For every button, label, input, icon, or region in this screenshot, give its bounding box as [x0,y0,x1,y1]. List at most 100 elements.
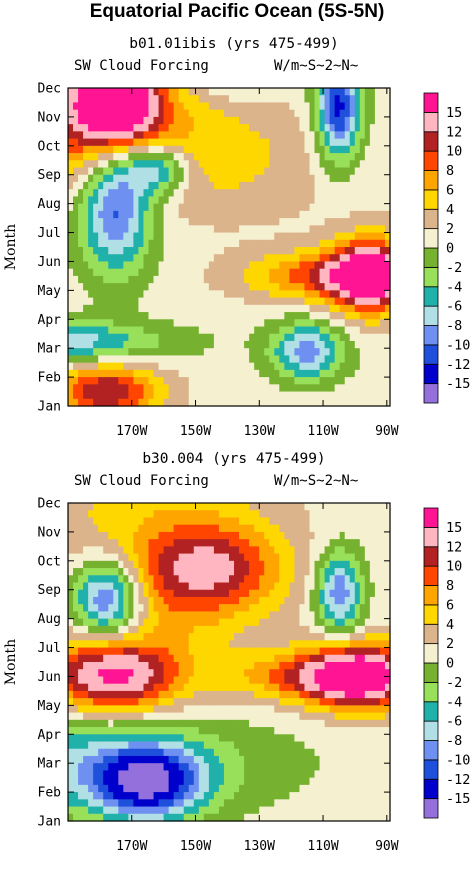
heatmap-cell [299,720,305,728]
heatmap-cell [239,283,245,291]
heatmap-cell [289,153,295,161]
heatmap-cell [138,684,144,692]
heatmap-cell [154,233,160,241]
heatmap-cell [164,525,170,533]
heatmap-cell [244,539,250,547]
heatmap-cell [209,196,215,204]
heatmap-cell [209,117,215,125]
heatmap-cell [340,110,346,118]
heatmap-cell [143,633,149,641]
heatmap-cell [123,655,129,663]
heatmap-cell [345,384,351,392]
heatmap-cell [340,131,346,139]
heatmap-cell [138,611,144,619]
heatmap-cell [108,327,114,335]
heatmap-cell [224,698,230,706]
heatmap-cell [88,160,94,168]
heatmap-cell [279,88,285,96]
heatmap-cell [249,546,255,554]
heatmap-cell [184,676,190,684]
heatmap-cell [123,327,129,335]
heatmap-cell [169,196,175,204]
heatmap-cell [199,742,205,750]
heatmap-cell [204,734,210,742]
heatmap-cell [239,604,245,612]
heatmap-cell [73,662,79,670]
heatmap-cell [88,763,94,771]
heatmap-cell [264,218,270,226]
heatmap-cell [68,305,74,313]
heatmap-cell [289,334,295,342]
heatmap-cell [93,305,99,313]
heatmap-cell [264,662,270,670]
heatmap-cell [128,363,134,371]
heatmap-cell [214,175,220,183]
heatmap-cell [149,139,155,147]
heatmap-cell [209,546,215,554]
heatmap-cell [234,807,240,815]
heatmap-cell [204,341,210,349]
heatmap-cell [83,727,89,735]
heatmap-cell [194,503,200,511]
heatmap-cell [244,196,250,204]
heatmap-cell [214,182,220,190]
heatmap-cell [320,225,326,233]
heatmap-cell [128,734,134,742]
heatmap-cell [169,355,175,363]
heatmap-cell [68,698,74,706]
heatmap-cell [299,785,305,793]
heatmap-cell [279,131,285,139]
heatmap-cell [239,355,245,363]
heatmap-cell [264,139,270,147]
heatmap-cell [88,785,94,793]
heatmap-cell [325,95,331,103]
heatmap-cell [315,384,321,392]
heatmap-cell [274,633,280,641]
heatmap-cell [244,648,250,656]
heatmap-cell [143,290,149,298]
heatmap-cell [184,575,190,583]
heatmap-cell [214,561,220,569]
heatmap-cell [93,575,99,583]
heatmap-cell [189,611,195,619]
heatmap-cell [194,117,200,125]
heatmap-cell [355,139,361,147]
heatmap-cell [98,705,104,713]
heatmap-cell [184,756,190,764]
heatmap-cell [355,102,361,110]
heatmap-cell [199,290,205,298]
heatmap-cell [108,189,114,197]
heatmap-cell [108,792,114,800]
heatmap-cell [159,218,165,226]
heatmap-cell [108,283,114,291]
heatmap-cell [73,554,79,562]
heatmap-cell [365,363,371,371]
heatmap-cell [138,510,144,518]
heatmap-cell [133,727,139,735]
heatmap-cell [269,117,275,125]
heatmap-cell [78,218,84,226]
heatmap-cell [219,196,225,204]
heatmap-cell [299,691,305,699]
heatmap-cell [274,503,280,511]
heatmap-cell [269,778,275,786]
heatmap-cell [325,117,331,125]
heatmap-cell [214,139,220,147]
heatmap-cell [289,319,295,327]
heatmap-cell [159,619,165,627]
heatmap-cell [299,182,305,190]
heatmap-cell [113,233,119,241]
heatmap-cell [133,327,139,335]
heatmap-cell [93,363,99,371]
heatmap-cell [98,626,104,634]
heatmap-cell [284,88,290,96]
heatmap-cell [335,110,341,118]
heatmap-cell [254,95,260,103]
heatmap-cell [154,713,160,721]
heatmap-cell [304,290,310,298]
heatmap-cell [279,662,285,670]
heatmap-cell [219,225,225,233]
heatmap-cell [149,211,155,219]
heatmap-cell [350,348,356,356]
heatmap-cell [259,763,265,771]
